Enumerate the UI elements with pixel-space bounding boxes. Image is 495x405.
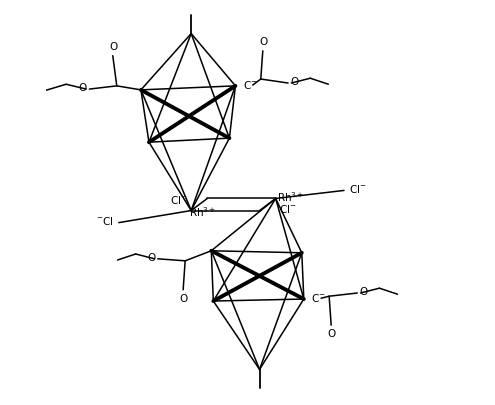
Text: C$^{-}$: C$^{-}$ bbox=[243, 79, 257, 91]
Text: Cl$^{-}$: Cl$^{-}$ bbox=[349, 183, 366, 195]
Text: Rh$^{3+}$: Rh$^{3+}$ bbox=[189, 205, 216, 219]
Text: Cl$^{-}$: Cl$^{-}$ bbox=[279, 203, 297, 215]
Text: O: O bbox=[79, 83, 87, 93]
Text: O: O bbox=[259, 37, 268, 47]
Text: O: O bbox=[360, 287, 368, 297]
Text: C$^{-}$: C$^{-}$ bbox=[311, 292, 326, 304]
Text: O: O bbox=[180, 294, 188, 304]
Text: O: O bbox=[291, 77, 299, 87]
Text: O: O bbox=[109, 42, 118, 52]
Text: O: O bbox=[147, 253, 155, 263]
Text: Cl$^{-}$: Cl$^{-}$ bbox=[170, 194, 188, 206]
Text: Rh$^{3+}$: Rh$^{3+}$ bbox=[277, 190, 304, 204]
Text: $^{-}$Cl: $^{-}$Cl bbox=[96, 215, 114, 227]
Text: O: O bbox=[328, 329, 336, 339]
